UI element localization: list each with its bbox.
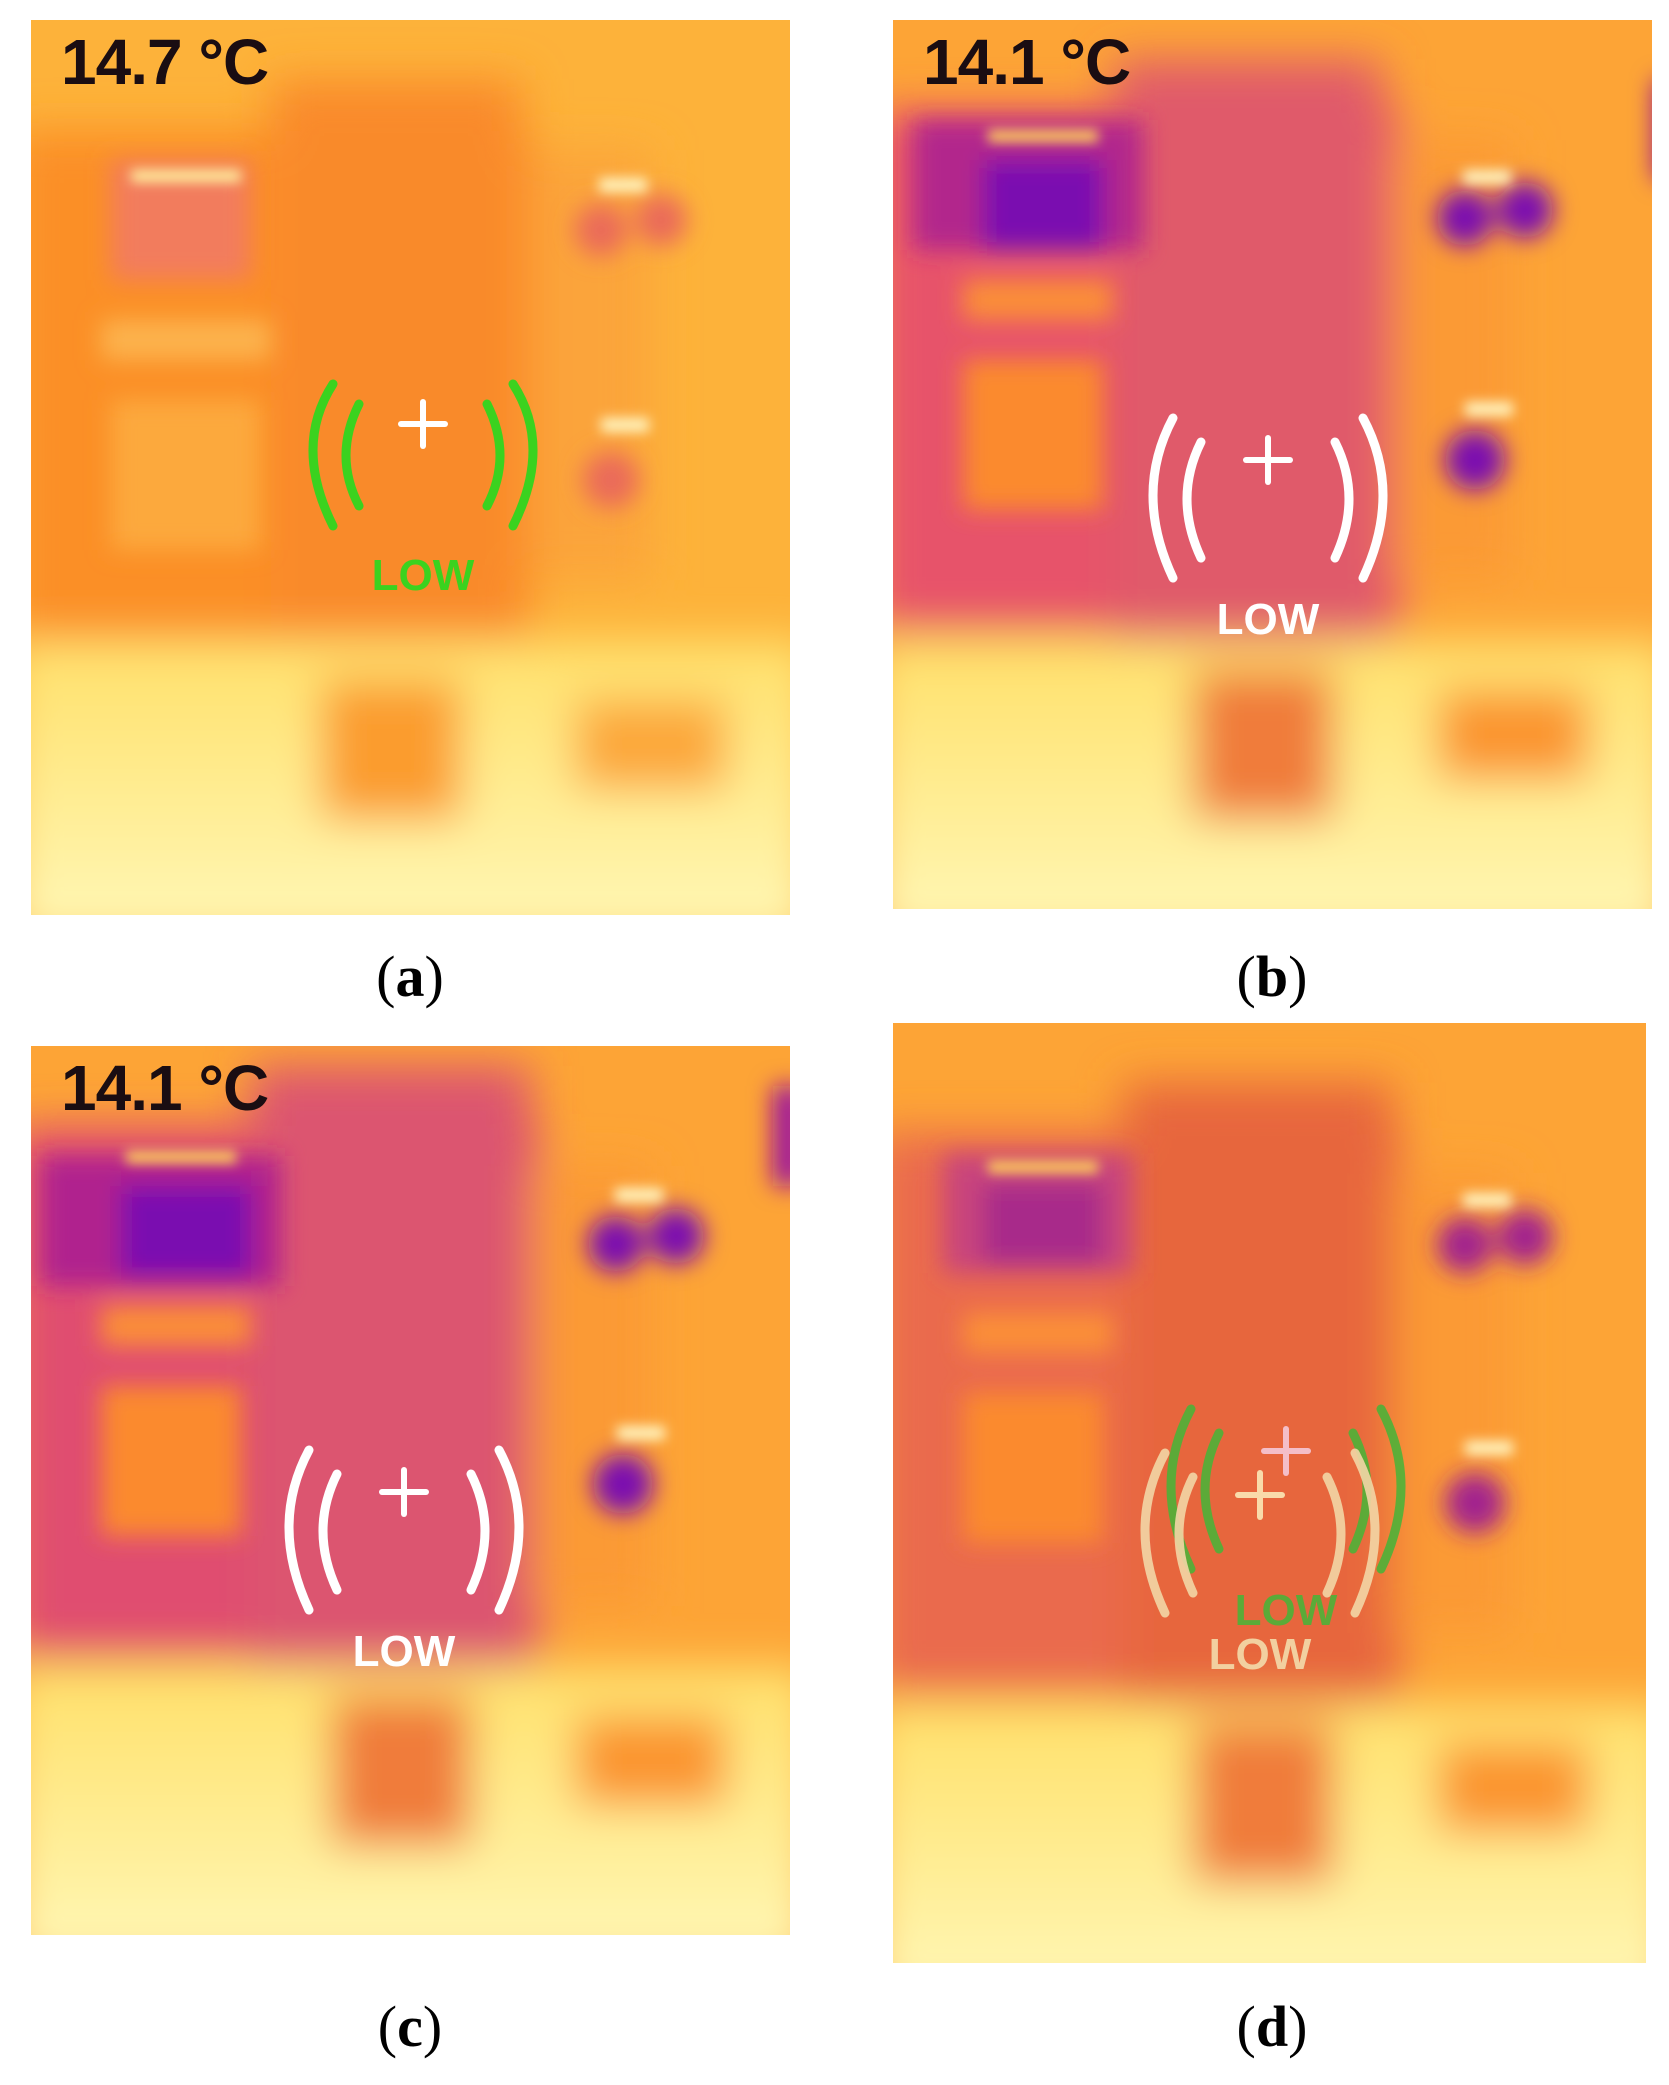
thermal-scene-a <box>31 20 790 915</box>
reticle-brackets-icon <box>1140 1448 1380 1618</box>
spot-reticle-c: LOW <box>269 1430 539 1690</box>
thermal-image-b: 14.1 °C LOW <box>893 20 1652 909</box>
temperature-readout-c: 14.1 °C <box>61 1052 269 1124</box>
reticle-low-label-a: LOW <box>371 551 475 600</box>
spot-reticle-d-pale: LOW <box>1125 1433 1395 1693</box>
caption-a: (a) <box>376 944 444 1009</box>
thermal-scene-b <box>893 20 1652 909</box>
reticle-low-label-c: LOW <box>352 1627 456 1676</box>
temperature-readout-b: 14.1 °C <box>923 26 1131 98</box>
caption-b: (b) <box>1236 944 1308 1009</box>
thermal-scene-c <box>31 1046 790 1935</box>
crosshair-icon <box>1261 1426 1311 1476</box>
crosshair-icon <box>1243 435 1293 485</box>
caption-c: (c) <box>377 1994 443 2059</box>
crosshair-icon <box>398 399 448 449</box>
crosshair-icon <box>1235 1470 1285 1520</box>
spot-reticle-d-green: LOW <box>1151 1389 1421 1649</box>
thermal-image-d: LOW LOW <box>893 1023 1646 1963</box>
reticle-low-label-b: LOW <box>1216 595 1320 644</box>
reticle-brackets-icon <box>308 379 538 531</box>
spot-reticle-a: LOW <box>293 366 553 600</box>
thermal-image-a: 14.7 °C LOW <box>31 20 790 915</box>
reticle-brackets-icon <box>1148 413 1388 583</box>
temperature-readout-a: 14.7 °C <box>61 26 269 98</box>
reticle-low-label-d-green: LOW <box>1234 1586 1338 1635</box>
caption-d: (d) <box>1236 1994 1308 2059</box>
spot-reticle-b: LOW <box>1133 398 1403 658</box>
reticle-low-label-d-pale: LOW <box>1208 1630 1312 1679</box>
thermal-image-c: 14.1 °C LOW <box>31 1046 790 1935</box>
reticle-brackets-icon <box>284 1445 524 1615</box>
crosshair-icon <box>379 1467 429 1517</box>
